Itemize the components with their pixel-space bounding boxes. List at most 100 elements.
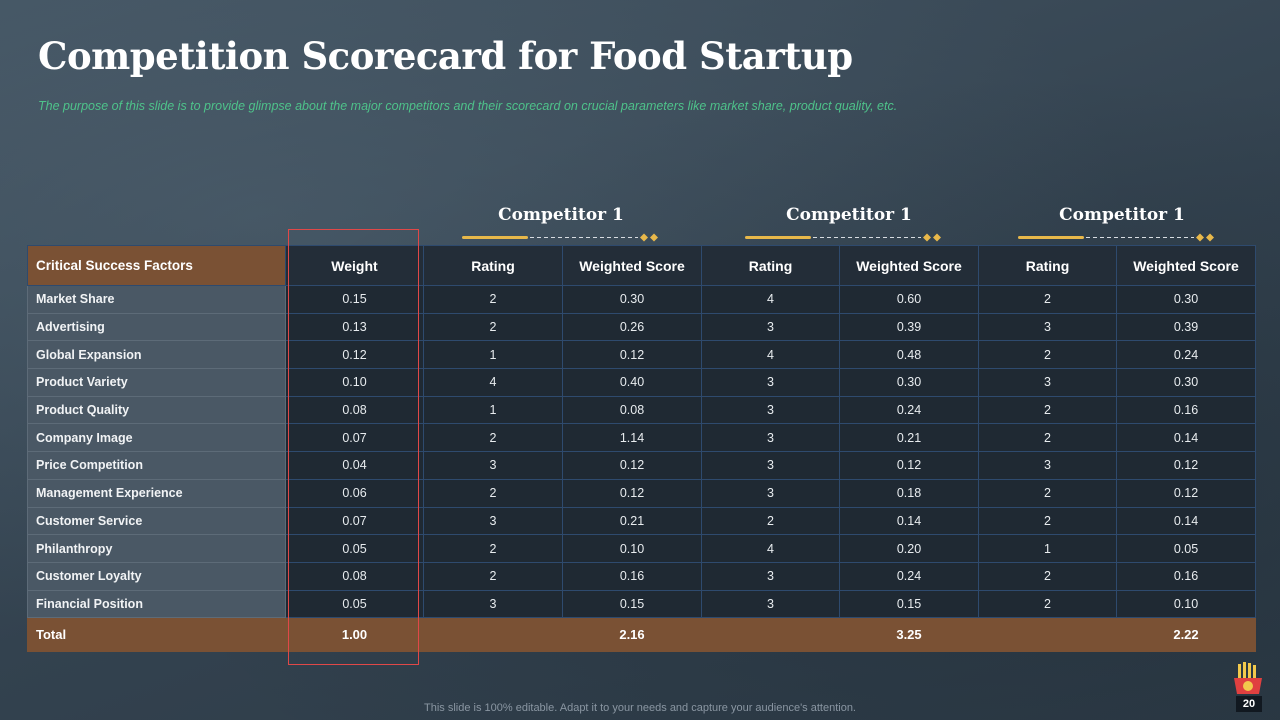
c2-score-cell: 0.30 — [839, 368, 979, 397]
c3-rating-cell: 2 — [978, 506, 1117, 536]
c2-score-cell: 0.24 — [839, 561, 979, 591]
table-row: Product Variety 0.10 4 0.40 3 0.30 3 0.3… — [27, 368, 1256, 397]
table-row: Advertising 0.13 2 0.26 3 0.39 3 0.39 — [27, 312, 1256, 342]
c3-score-cell: 0.30 — [1116, 285, 1256, 314]
c1-rating-cell: 2 — [423, 312, 563, 342]
total-weight: 1.00 — [285, 617, 424, 653]
c1-score-cell: 0.12 — [562, 340, 702, 370]
weight-cell: 0.07 — [285, 506, 424, 536]
c2-rating-cell: 3 — [701, 312, 840, 342]
c1-rating-cell: 2 — [423, 478, 563, 508]
c2-score-cell: 0.60 — [839, 285, 979, 314]
total-row: Total 1.00 2.16 3.25 2.22 — [27, 617, 1256, 653]
factor-cell: Customer Loyalty — [27, 561, 286, 591]
total-c3-rating-empty — [978, 617, 1117, 653]
page-number: 20 — [1236, 696, 1262, 712]
competitor-2-heading: Competitor 1 — [786, 205, 912, 225]
c3-rating-cell: 2 — [978, 478, 1117, 508]
c1-score-cell: 0.15 — [562, 589, 702, 619]
weight-cell: 0.06 — [285, 478, 424, 508]
total-c1-score: 2.16 — [562, 617, 702, 653]
c2-rating-cell: 4 — [701, 534, 840, 563]
c2-score-cell: 0.24 — [839, 395, 979, 425]
factor-cell: Global Expansion — [27, 340, 286, 370]
competitor-3-heading: Competitor 1 — [1059, 205, 1185, 225]
c3-score-cell: 0.05 — [1116, 534, 1256, 563]
c3-score-cell: 0.30 — [1116, 368, 1256, 397]
c3-score-cell: 0.14 — [1116, 423, 1256, 453]
weight-cell: 0.08 — [285, 561, 424, 591]
table-row: Global Expansion 0.12 1 0.12 4 0.48 2 0.… — [27, 340, 1256, 370]
total-label: Total — [27, 617, 286, 653]
c1-rating-cell: 2 — [423, 285, 563, 314]
c1-score-cell: 0.12 — [562, 451, 702, 480]
table-row: Management Experience 0.06 2 0.12 3 0.18… — [27, 478, 1256, 508]
header-c1-rating: Rating — [423, 245, 563, 286]
fries-burger-logo-icon — [1234, 662, 1262, 694]
c2-rating-cell: 3 — [701, 561, 840, 591]
c1-score-cell: 0.30 — [562, 285, 702, 314]
factor-cell: Price Competition — [27, 451, 286, 480]
factor-cell: Management Experience — [27, 478, 286, 508]
table-row: Customer Loyalty 0.08 2 0.16 3 0.24 2 0.… — [27, 561, 1256, 591]
header-c3-rating: Rating — [978, 245, 1117, 286]
header-factors: Critical Success Factors — [27, 245, 286, 286]
c1-rating-cell: 4 — [423, 368, 563, 397]
c1-rating-cell: 3 — [423, 589, 563, 619]
c3-rating-cell: 2 — [978, 285, 1117, 314]
c1-score-cell: 0.21 — [562, 506, 702, 536]
header-c2-weighted-score: Weighted Score — [839, 245, 979, 286]
c3-score-cell: 0.16 — [1116, 561, 1256, 591]
c2-rating-cell: 3 — [701, 395, 840, 425]
c1-score-cell: 0.16 — [562, 561, 702, 591]
c1-rating-cell: 2 — [423, 423, 563, 453]
total-c3-score: 2.22 — [1116, 617, 1256, 653]
table-row: Price Competition 0.04 3 0.12 3 0.12 3 0… — [27, 451, 1256, 480]
c1-rating-cell: 2 — [423, 534, 563, 563]
c2-score-cell: 0.20 — [839, 534, 979, 563]
factor-cell: Market Share — [27, 285, 286, 314]
weight-cell: 0.05 — [285, 589, 424, 619]
c3-score-cell: 0.24 — [1116, 340, 1256, 370]
weight-cell: 0.05 — [285, 534, 424, 563]
weight-cell: 0.12 — [285, 340, 424, 370]
c1-rating-cell: 3 — [423, 451, 563, 480]
c2-score-cell: 0.48 — [839, 340, 979, 370]
c1-score-cell: 0.12 — [562, 478, 702, 508]
total-c2-score: 3.25 — [839, 617, 979, 653]
competitor-3-divider-icon — [1018, 233, 1214, 242]
table-row: Company Image 0.07 2 1.14 3 0.21 2 0.14 — [27, 423, 1256, 453]
competitor-2-divider-icon — [745, 233, 941, 242]
c2-score-cell: 0.15 — [839, 589, 979, 619]
scorecard-table: Critical Success Factors Weight Rating W… — [27, 245, 1256, 653]
c3-score-cell: 0.12 — [1116, 451, 1256, 480]
slide-title: Competition Scorecard for Food Startup — [38, 34, 853, 78]
c2-score-cell: 0.21 — [839, 423, 979, 453]
header-c2-rating: Rating — [701, 245, 840, 286]
c1-score-cell: 0.08 — [562, 395, 702, 425]
c2-score-cell: 0.14 — [839, 506, 979, 536]
weight-cell: 0.07 — [285, 423, 424, 453]
c2-score-cell: 0.39 — [839, 312, 979, 342]
c3-score-cell: 0.16 — [1116, 395, 1256, 425]
factor-cell: Company Image — [27, 423, 286, 453]
c3-rating-cell: 3 — [978, 368, 1117, 397]
table-row: Product Quality 0.08 1 0.08 3 0.24 2 0.1… — [27, 395, 1256, 425]
factor-cell: Product Quality — [27, 395, 286, 425]
table-row: Philanthropy 0.05 2 0.10 4 0.20 1 0.05 — [27, 534, 1256, 563]
factor-cell: Philanthropy — [27, 534, 286, 563]
c2-rating-cell: 3 — [701, 423, 840, 453]
c3-score-cell: 0.14 — [1116, 506, 1256, 536]
total-c1-rating-empty — [423, 617, 563, 653]
c2-score-cell: 0.12 — [839, 451, 979, 480]
c3-score-cell: 0.12 — [1116, 478, 1256, 508]
c1-score-cell: 1.14 — [562, 423, 702, 453]
weight-cell: 0.04 — [285, 451, 424, 480]
weight-cell: 0.15 — [285, 285, 424, 314]
table-row: Market Share 0.15 2 0.30 4 0.60 2 0.30 — [27, 285, 1256, 314]
c2-rating-cell: 4 — [701, 340, 840, 370]
c2-rating-cell: 2 — [701, 506, 840, 536]
c2-rating-cell: 3 — [701, 589, 840, 619]
table-row: Customer Service 0.07 3 0.21 2 0.14 2 0.… — [27, 506, 1256, 536]
c1-rating-cell: 1 — [423, 340, 563, 370]
